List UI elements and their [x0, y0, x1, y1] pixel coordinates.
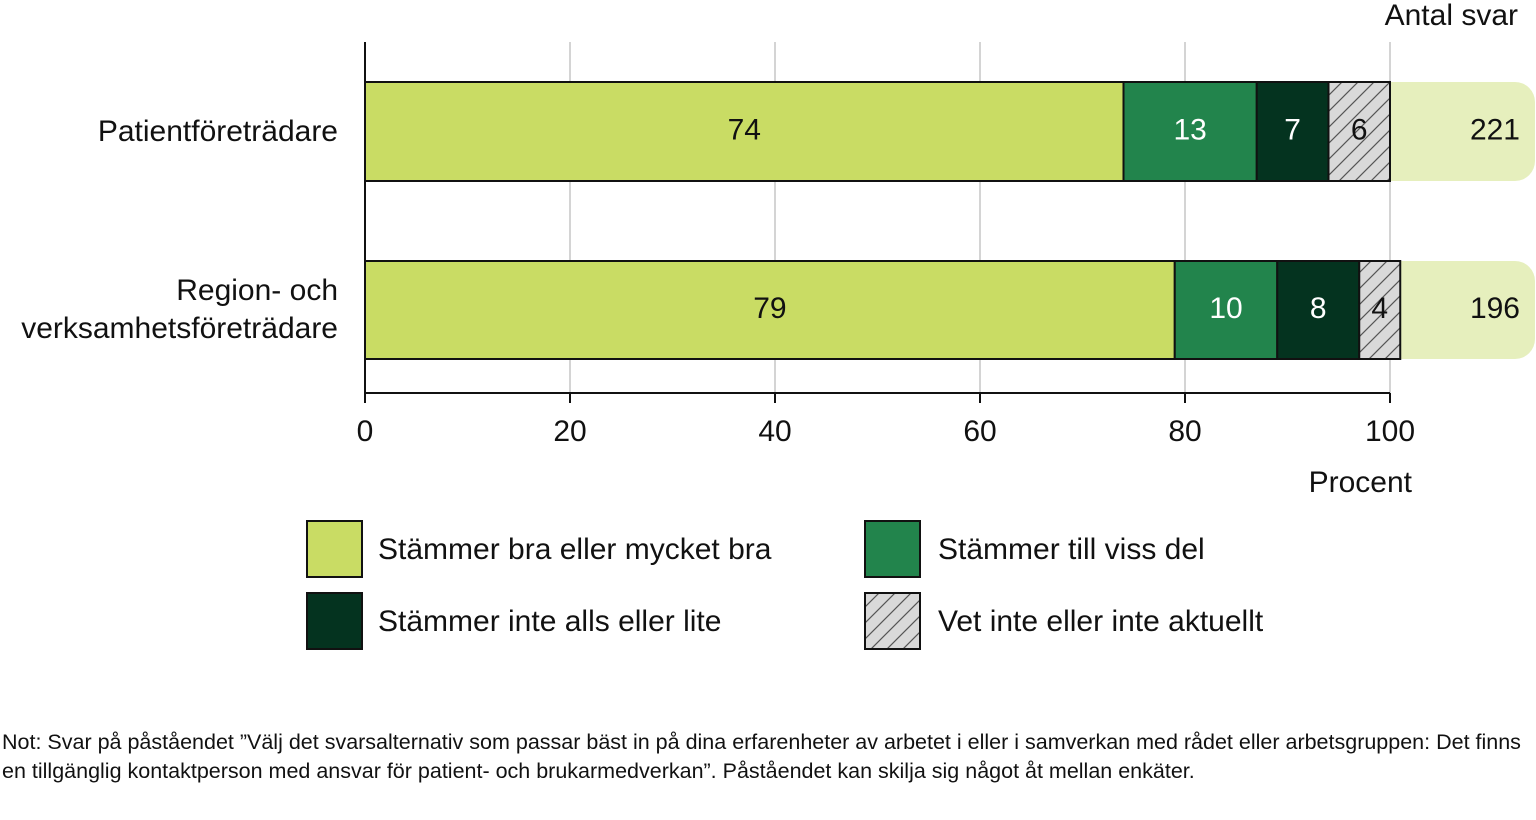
x-tick-label: 40 [758, 415, 791, 448]
legend-label: Stämmer till viss del [938, 533, 1205, 566]
category-label: Region- och verksamhetsföreträdare [21, 274, 338, 345]
value-label: 79 [753, 292, 786, 325]
chart: Antal svar Procent 0 20 40 60 80 100 221 74 13 7 6… [306, 0, 1535, 650]
category-label: Patientföreträdare [97, 114, 338, 148]
legend-swatch [864, 520, 921, 578]
value-label: 6 [1351, 113, 1368, 146]
value-label: 13 [1173, 113, 1206, 146]
x-axis-label: Procent [1309, 466, 1413, 499]
bar-segment [1173, 260, 1279, 360]
counts-title: Antal svar [1385, 0, 1518, 32]
x-tick-label: 0 [357, 415, 374, 448]
note: Not: Svar på påståendet ”Välj det svarsa… [2, 730, 1521, 783]
x-tick-label: 80 [1168, 415, 1201, 448]
count-label: 221 [1470, 113, 1520, 146]
legend-label: Vet inte eller inte aktuellt [938, 605, 1264, 638]
legend-swatch [306, 520, 363, 578]
count-box [1390, 261, 1535, 359]
bar-segment [364, 81, 1125, 182]
x-tick-label: 60 [963, 415, 996, 448]
legend-swatch [306, 592, 363, 650]
bar-segment [1327, 81, 1391, 182]
value-label: 10 [1209, 292, 1242, 325]
value-label: 8 [1310, 292, 1327, 325]
count-box [1390, 82, 1535, 181]
bar-segment [1255, 81, 1330, 182]
legend-label: Stämmer bra eller mycket bra [378, 533, 772, 566]
x-tick-label: 20 [553, 415, 586, 448]
bar-segment [1122, 81, 1258, 182]
value-label: 74 [728, 113, 761, 146]
bar-segment [1276, 260, 1361, 360]
x-tick-label: 100 [1365, 415, 1415, 448]
bar-segment [1358, 260, 1402, 360]
value-label: 7 [1284, 113, 1301, 146]
count-label: 196 [1470, 292, 1520, 325]
legend-swatch [864, 592, 921, 650]
bar-segment [364, 260, 1176, 360]
value-label: 4 [1371, 292, 1388, 325]
legend-label: Stämmer inte alls eller lite [378, 605, 721, 638]
